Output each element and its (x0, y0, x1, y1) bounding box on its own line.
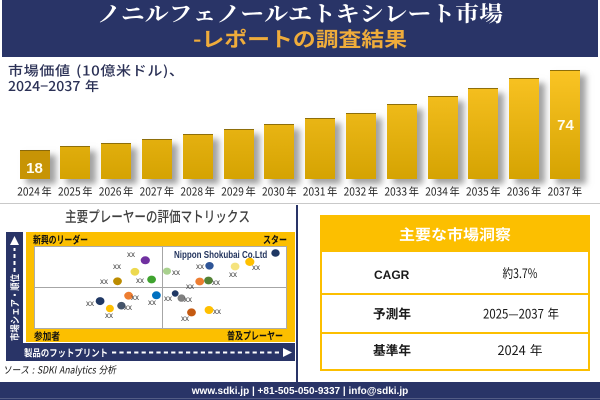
svg-text:xx: xx (186, 282, 194, 291)
svg-text:xx: xx (136, 276, 144, 285)
svg-text:xx: xx (105, 311, 113, 320)
svg-text:xx: xx (172, 268, 180, 277)
svg-text:xx: xx (229, 270, 237, 279)
svg-text:xx: xx (113, 262, 121, 271)
svg-text:xx: xx (212, 278, 220, 287)
svg-text:xx: xx (127, 250, 135, 259)
svg-text:xx: xx (213, 307, 221, 316)
svg-text:xx: xx (184, 295, 192, 304)
svg-text:xx: xx (164, 294, 172, 303)
svg-text:xx: xx (100, 277, 108, 286)
svg-text:xx: xx (148, 298, 156, 307)
svg-text:xx: xx (196, 262, 204, 271)
svg-text:xx: xx (181, 314, 189, 323)
svg-text:xx: xx (252, 263, 260, 272)
svg-text:xx: xx (86, 299, 94, 308)
svg-text:xx: xx (131, 293, 139, 302)
svg-text:xx: xx (124, 303, 132, 312)
